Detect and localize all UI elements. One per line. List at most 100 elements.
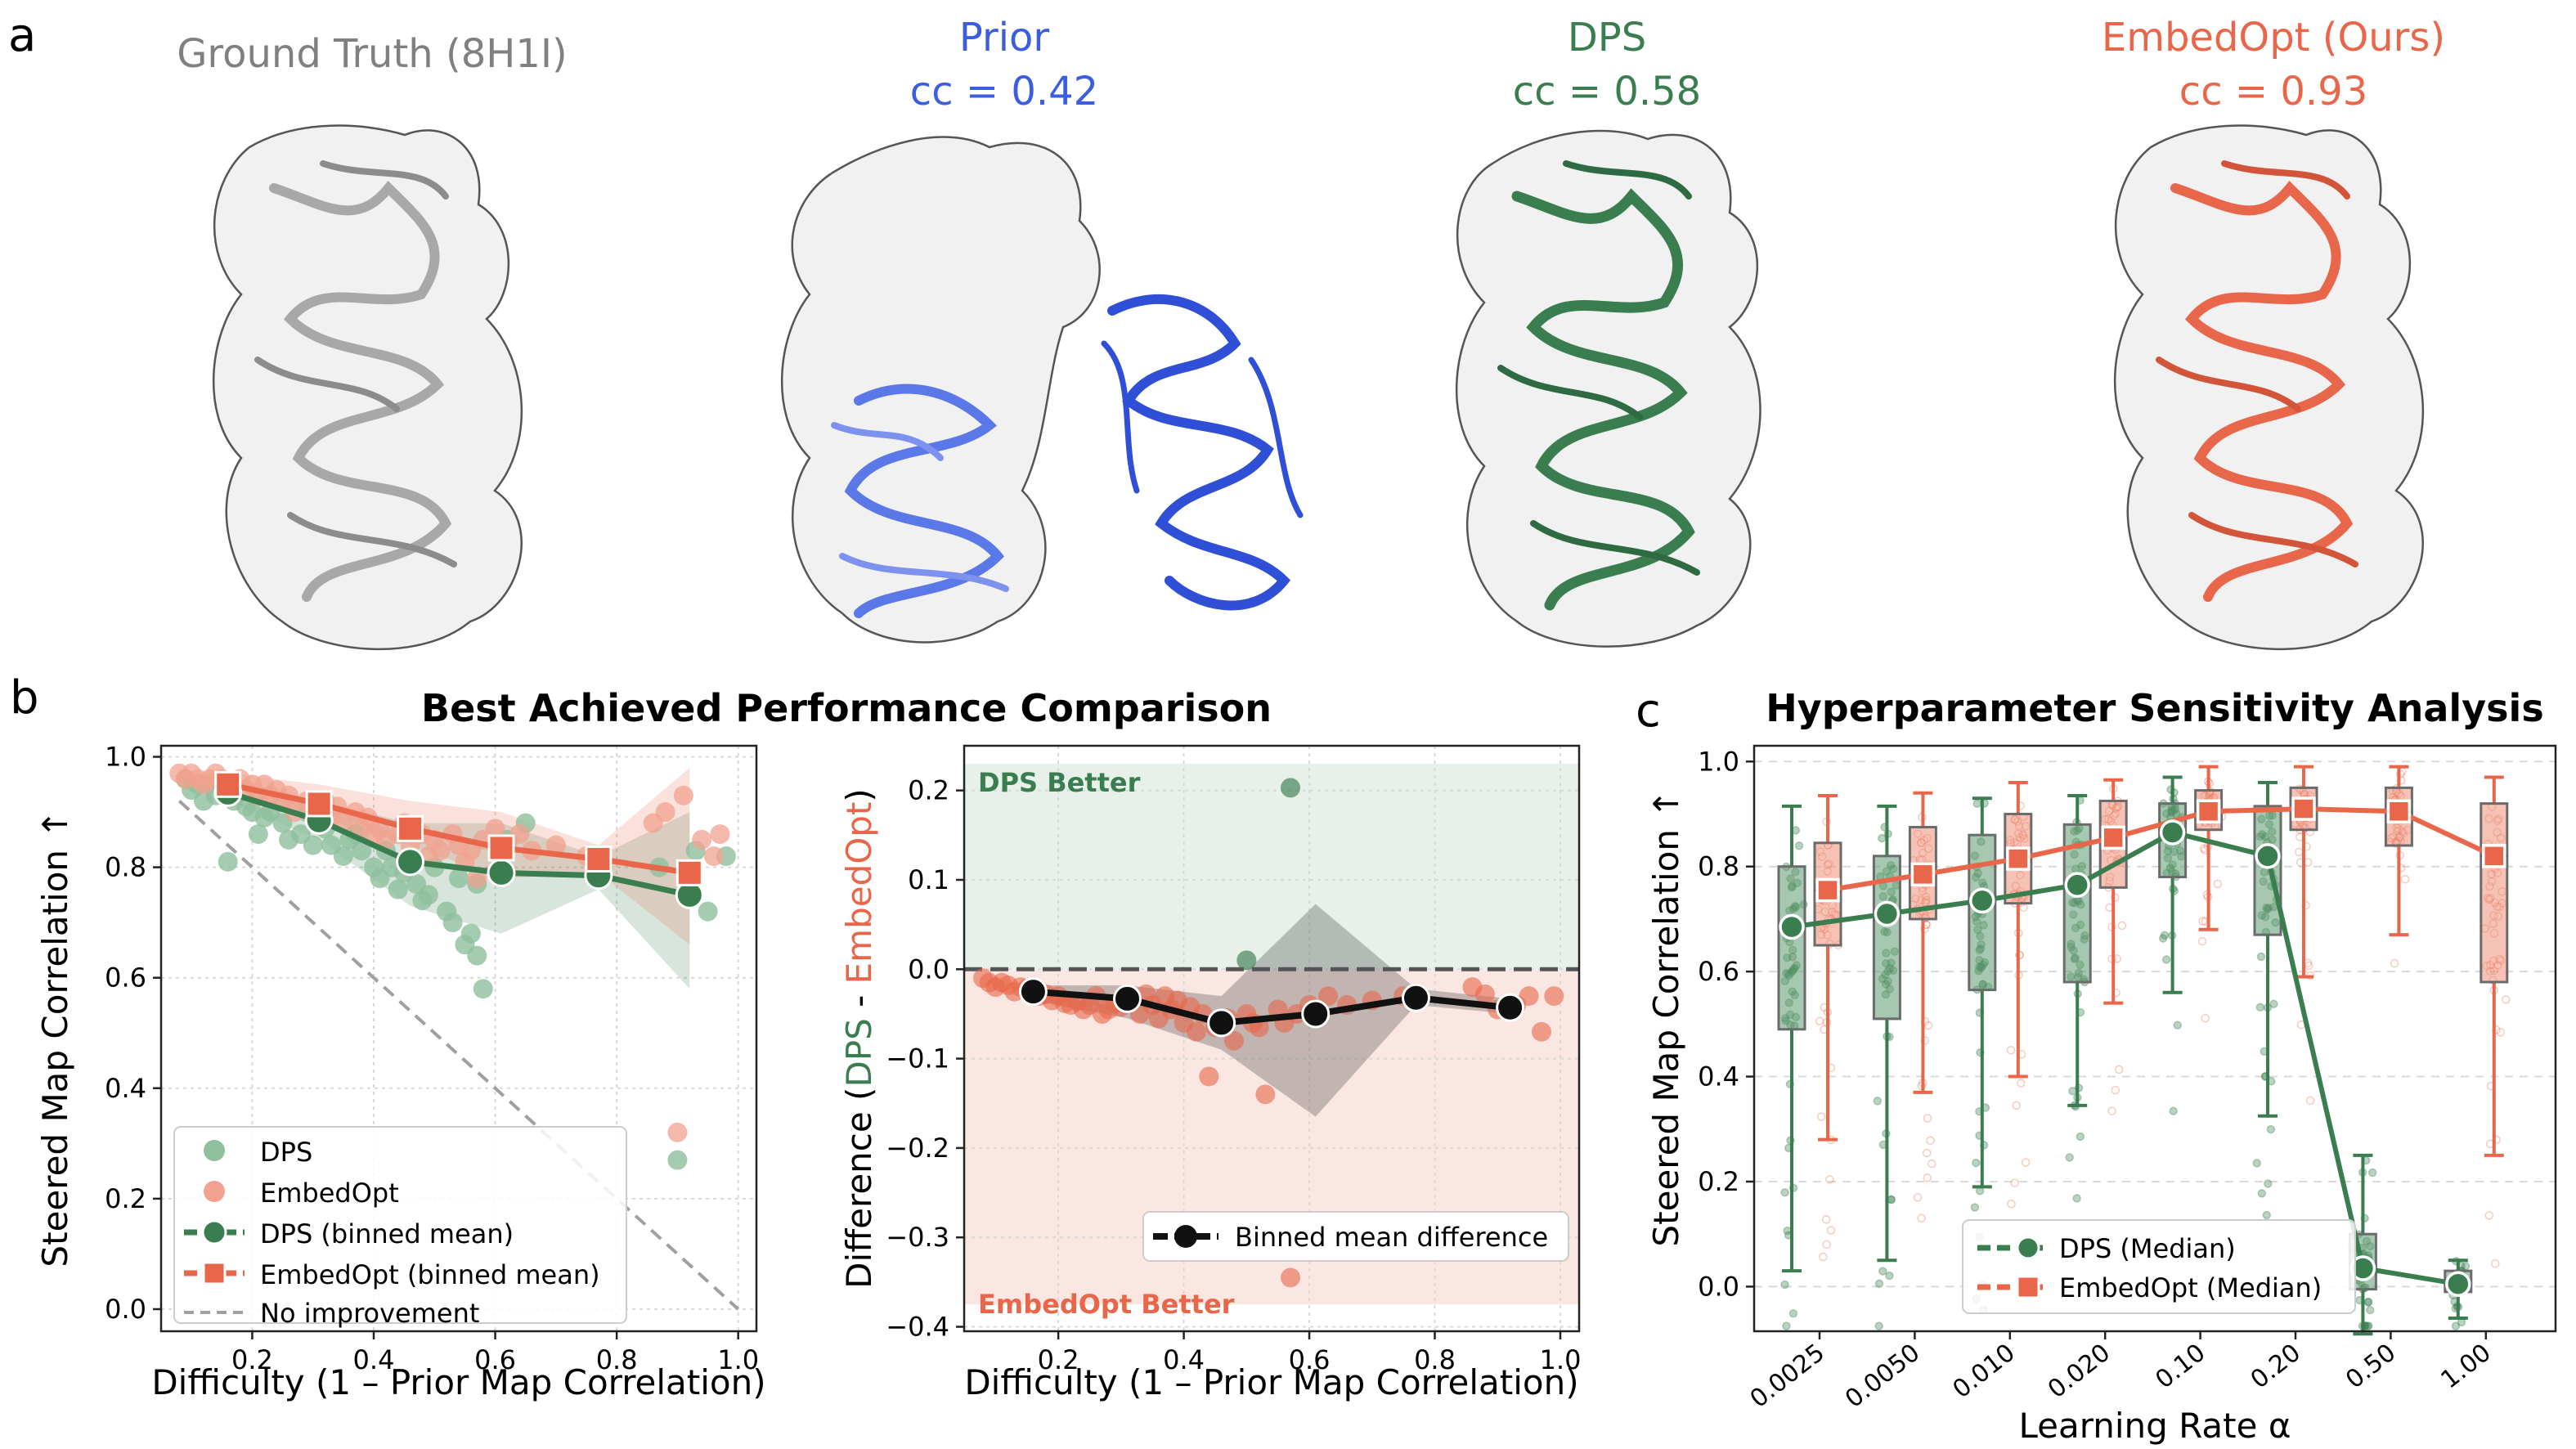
dps-sample-dot xyxy=(2461,1262,2471,1271)
panel-label-b: b xyxy=(10,671,39,724)
x-tick-label-c: 0.010 xyxy=(1947,1339,2020,1404)
embedopt-better-point xyxy=(1474,984,1495,1004)
embedopt-sample-dot xyxy=(1922,1148,1932,1158)
dps-better-point xyxy=(1281,778,1301,798)
chart-title-c: Hyperparameter Sensitivity Analysis xyxy=(1766,686,2543,730)
dps-median-line xyxy=(1791,829,2459,1287)
panel-label-c: c xyxy=(1636,684,1661,738)
structure-cc-prior: cc = 0.42 xyxy=(910,69,1098,114)
dps-sample-dot xyxy=(2169,1106,2178,1115)
region-label-embedopt-better: EmbedOpt Better xyxy=(978,1289,1235,1320)
embedopt-sample-dot xyxy=(2010,1178,2019,1187)
embedopt-sample-dot xyxy=(1917,1213,1926,1222)
dps-sample-dot xyxy=(2072,1194,2081,1203)
embedopt-point xyxy=(655,802,675,823)
y-tick-label-c: 0.8 xyxy=(1698,851,1739,882)
dps-sample-dot xyxy=(2367,1168,2377,1178)
protein-ribbon-blue-icon xyxy=(781,136,1304,644)
dps-sample-dot xyxy=(2076,1132,2085,1142)
dps-sample-dot xyxy=(2252,1159,2261,1168)
dps-point xyxy=(418,885,438,905)
y-tick-label-b1: 0.0 xyxy=(105,1294,146,1325)
x-tick-label-c: 0.20 xyxy=(2246,1339,2306,1395)
embedopt-sample-dot xyxy=(1926,1136,1935,1146)
x-axis-label-c: Learning Rate α xyxy=(2018,1406,2291,1446)
embedopt-median-marker xyxy=(2196,799,2221,824)
legend-label-embedopt-mean: EmbedOpt (binned mean) xyxy=(260,1259,600,1290)
x-tick-label-c: 0.0025 xyxy=(1745,1339,1830,1414)
y-tick-label-c: 0.6 xyxy=(1698,956,1739,987)
legend-marker-embedopt xyxy=(204,1181,225,1202)
dps-binned-mean-marker xyxy=(487,858,516,887)
dps-sample-dot xyxy=(1780,1280,1789,1290)
dps-sample-dot xyxy=(2158,934,2168,943)
binned-mean-difference-marker xyxy=(1301,999,1331,1029)
x-tick-label-c: 0.10 xyxy=(2150,1339,2210,1395)
dps-point xyxy=(667,1150,688,1170)
embedopt-sample-dot xyxy=(2006,1046,2016,1055)
x-tick-label-c: 0.50 xyxy=(2340,1339,2401,1395)
embedopt-sample-dot xyxy=(2484,1211,2494,1220)
structure-cc-embedopt: cc = 0.93 xyxy=(2179,69,2367,114)
y-tick-label-b1: 0.8 xyxy=(105,852,146,883)
dps-point xyxy=(388,879,408,899)
dps-sample-dot xyxy=(1794,841,1804,850)
dps-sample-dot xyxy=(1885,1271,1894,1281)
x-tick-label-b1: 0.6 xyxy=(474,1344,516,1375)
y-label-part-close: ) xyxy=(839,788,879,801)
dps-sample-dot xyxy=(1788,1309,1798,1318)
embedopt-binned-mean-marker xyxy=(214,770,242,798)
binned-mean-difference-line xyxy=(1033,988,1511,1026)
dps-binned-mean-line xyxy=(227,790,691,898)
binned-mean-difference-marker xyxy=(1401,983,1430,1012)
embedopt-sample-dot xyxy=(1913,1193,1923,1202)
legend-marker-binned-mean xyxy=(1174,1225,1197,1248)
legend-label-embedopt: EmbedOpt xyxy=(260,1178,399,1209)
legend-marker-dps-median xyxy=(2016,1236,2040,1260)
dps-sample-dot xyxy=(2173,1021,2183,1030)
x-tick-label-b2: 0.6 xyxy=(1289,1344,1331,1375)
structure-prior: Prior cc = 0.42 xyxy=(781,15,1304,644)
dps-median-marker xyxy=(2255,843,2281,869)
dps-median-marker xyxy=(2159,819,2186,846)
embedopt-better-point xyxy=(1199,1066,1219,1087)
embedopt-binned-mean-marker xyxy=(487,834,515,862)
embedopt-point xyxy=(430,841,451,861)
structure-title-prior: Prior xyxy=(959,15,1050,61)
legend-label-embedopt-median: EmbedOpt (Median) xyxy=(2059,1272,2322,1303)
embedopt-median-marker xyxy=(1910,862,1936,887)
dps-point xyxy=(449,868,469,889)
structure-cc-dps: cc = 0.58 xyxy=(1513,69,1701,114)
embedopt-sample-dot xyxy=(2007,1200,2016,1209)
dps-sample-dot xyxy=(1972,799,1981,808)
legend-frame-c xyxy=(1962,1219,2356,1314)
dps-point xyxy=(303,835,323,855)
embedopt-sample-dot xyxy=(1821,1215,1831,1224)
dps-point xyxy=(473,979,493,999)
y-tick-label-b1: 1.0 xyxy=(105,742,146,773)
embedopt-median-marker xyxy=(2386,799,2412,824)
dps-median-marker xyxy=(1874,900,1901,927)
y-tick-label-b2: −0.3 xyxy=(886,1222,949,1253)
dps-sample-dot xyxy=(2160,931,2170,940)
legend-frame-b1 xyxy=(173,1126,627,1324)
legend-label-dps: DPS xyxy=(260,1137,312,1168)
no-improvement-line xyxy=(177,800,740,1311)
protein-ribbon-green-icon xyxy=(1456,129,1761,648)
binned-mean-difference-marker xyxy=(1207,1008,1236,1038)
legend-b2: Binned mean difference xyxy=(1142,1211,1569,1262)
embedopt-point xyxy=(704,846,724,867)
dps-sample-dot xyxy=(2256,952,2266,962)
embedopt-binned-mean-marker xyxy=(397,814,424,842)
embedopt-sample-dot xyxy=(1920,1036,1930,1045)
embedopt-median-marker xyxy=(2482,844,2506,868)
legend-marker-dps xyxy=(204,1140,225,1161)
y-label-part-dps: DPS xyxy=(839,1018,879,1087)
dps-sample-dot xyxy=(2451,1321,2461,1330)
embedopt-sample-dot xyxy=(2294,847,2304,857)
dps-median-marker xyxy=(1969,887,1995,914)
dps-sample-dot xyxy=(1972,1158,1981,1168)
y-tick-label-b1: 0.6 xyxy=(105,962,146,994)
legend-marker-embedopt-mean xyxy=(202,1261,227,1285)
